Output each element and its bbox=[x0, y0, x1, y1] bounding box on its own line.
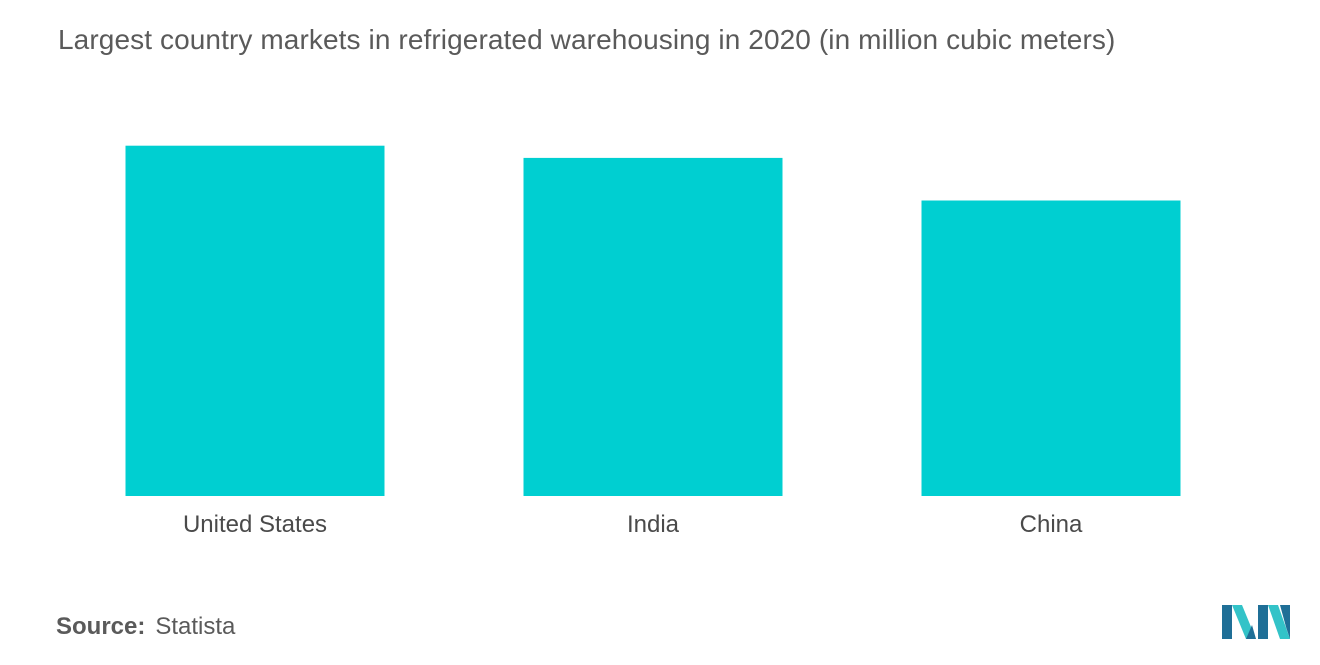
chart-title: Largest country markets in refrigerated … bbox=[58, 24, 1116, 55]
bar-china bbox=[921, 200, 1181, 496]
bar-india bbox=[523, 157, 783, 496]
x-tick-label: India bbox=[627, 511, 680, 538]
source-label: Source: bbox=[56, 613, 146, 640]
x-tick-label: China bbox=[1020, 511, 1083, 538]
x-tick-label: United States bbox=[183, 511, 327, 538]
source-value: Statista bbox=[155, 613, 236, 640]
bar-united-states bbox=[125, 145, 385, 496]
source-line: Source: Statista bbox=[56, 613, 235, 641]
brand-logo-icon bbox=[1222, 605, 1290, 639]
